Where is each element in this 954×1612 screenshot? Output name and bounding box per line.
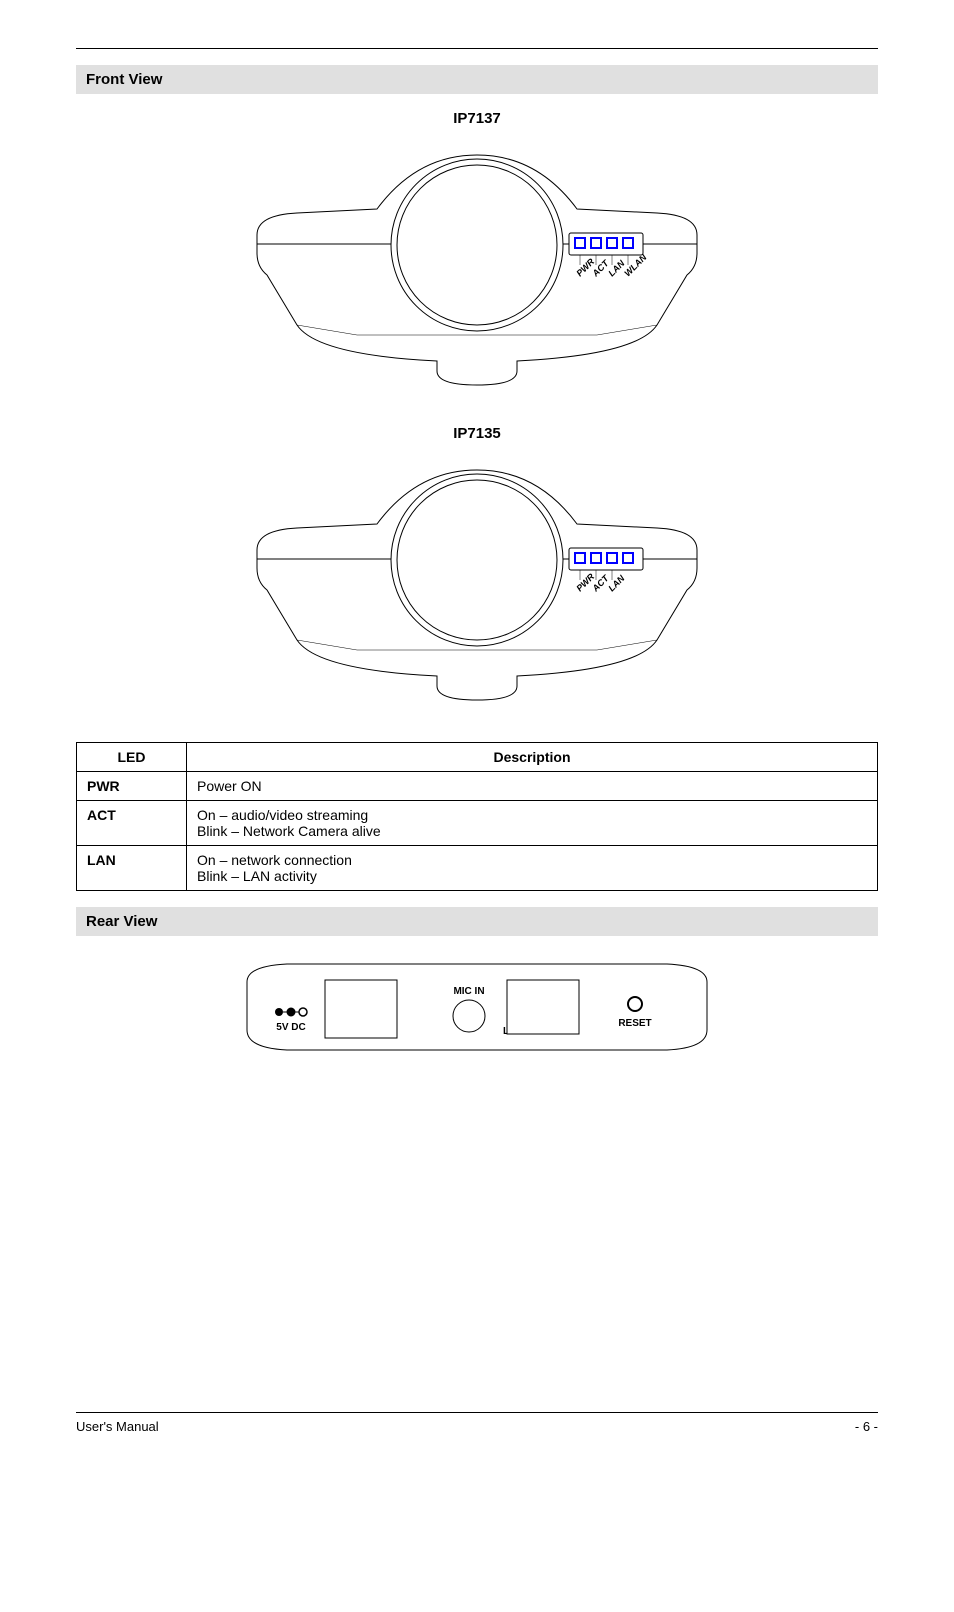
front-label-ip7135: IP7135 bbox=[76, 425, 878, 442]
rear-label-reset: RESET bbox=[618, 1018, 651, 1029]
section-rear-title: Rear View bbox=[76, 907, 878, 936]
td-desc: Power ON bbox=[187, 772, 878, 801]
camera-front-diagram-ip7135: PWR ACT LAN bbox=[76, 450, 878, 730]
td-led: PWR bbox=[77, 772, 187, 801]
rear-label-micin: MIC IN bbox=[453, 986, 484, 997]
front-label-ip7137: IP7137 bbox=[76, 110, 878, 127]
table-row: ACT On – audio/video streaming Blink – N… bbox=[77, 801, 878, 846]
td-led: LAN bbox=[77, 846, 187, 891]
camera-rear-diagram: 5V DC MIC IN LAN RESET bbox=[76, 952, 878, 1072]
th-led: LED bbox=[77, 743, 187, 772]
footer-right: - 6 - bbox=[855, 1419, 878, 1434]
page-footer: User's Manual - 6 - bbox=[76, 1412, 878, 1442]
th-desc: Description bbox=[187, 743, 878, 772]
td-desc: On – audio/video streaming Blink – Netwo… bbox=[187, 801, 878, 846]
camera-front-diagram-ip7137: PWR ACT LAN WLAN bbox=[76, 135, 878, 415]
td-led: ACT bbox=[77, 801, 187, 846]
table-row: PWR Power ON bbox=[77, 772, 878, 801]
td-desc: On – network connection Blink – LAN acti… bbox=[187, 846, 878, 891]
section-front-title: Front View bbox=[76, 65, 878, 94]
rear-label-power: 5V DC bbox=[276, 1022, 305, 1033]
top-rule bbox=[76, 48, 878, 49]
footer-left: User's Manual bbox=[76, 1419, 159, 1434]
table-header-row: LED Description bbox=[77, 743, 878, 772]
led-table: LED Description PWR Power ON ACT On – au… bbox=[76, 742, 878, 891]
table-row: LAN On – network connection Blink – LAN … bbox=[77, 846, 878, 891]
